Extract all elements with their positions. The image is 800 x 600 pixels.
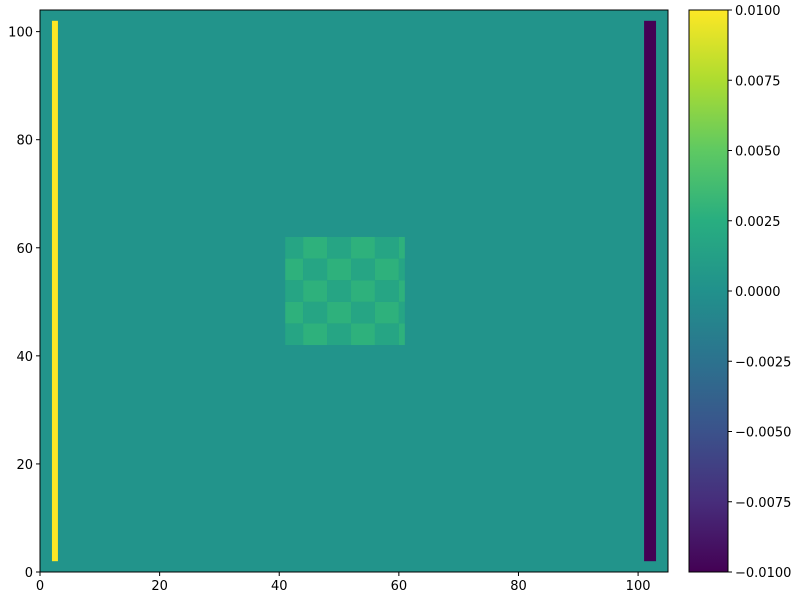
checker-cell <box>374 236 399 259</box>
plot-area: 0 20 40 60 80 100 0 20 40 60 80 100 <box>8 9 669 594</box>
colorbar-tick-label: 0.0050 <box>735 145 781 160</box>
colorbar-tick-label: −0.0075 <box>735 496 791 511</box>
x-tick-label: 20 <box>151 579 168 594</box>
checker-cell <box>398 323 405 346</box>
checker-cell <box>327 301 352 324</box>
right-bar <box>644 20 657 562</box>
heatmap-regions <box>51 20 657 562</box>
plot-frame <box>39 9 669 573</box>
y-axis: 0 20 40 60 80 100 <box>8 26 40 581</box>
colorbar-ticks: −0.0100 −0.0075 −0.0050 −0.0025 0.0000 0.0025… <box>728 4 791 581</box>
checker-cell <box>285 236 304 259</box>
x-axis: 0 20 40 60 80 100 <box>36 572 651 594</box>
y-tick-label: 80 <box>16 134 33 149</box>
colorbar: −0.0100 −0.0075 −0.0050 −0.0025 0.0000 0.0025… <box>688 4 791 581</box>
colorbar-tick-label: −0.0050 <box>735 426 791 441</box>
checker-cell <box>285 280 304 302</box>
y-tick-label: 20 <box>16 458 33 473</box>
checker-cell <box>374 323 399 346</box>
x-tick-label: 0 <box>36 579 44 594</box>
y-tick-label: 40 <box>16 350 33 365</box>
colorbar-tick-label: 0.0075 <box>735 74 781 89</box>
x-tick-label: 100 <box>626 579 651 594</box>
checker-cell <box>398 301 405 324</box>
checker-cell <box>374 258 399 281</box>
checker-cell <box>303 323 328 346</box>
checker-cell <box>374 280 399 302</box>
checker-cell <box>351 280 375 302</box>
checker-cell <box>398 236 405 259</box>
colorbar-tick-label: −0.0025 <box>735 355 791 370</box>
checker-cell <box>351 301 375 324</box>
colorbar-tick-label: 0.0100 <box>735 4 781 19</box>
checker-cell <box>398 258 405 281</box>
checker-cell <box>374 301 399 324</box>
colorbar-tick-label: −0.0100 <box>735 566 791 581</box>
colorbar-tick-label: 0.0025 <box>735 215 781 230</box>
colorbar-gradient <box>689 10 728 572</box>
checker-cell <box>327 280 352 302</box>
checker-cell <box>327 258 352 281</box>
checker-cell <box>398 280 405 302</box>
checker-cell <box>303 301 328 324</box>
checker-cell <box>285 301 304 324</box>
y-tick-label: 100 <box>8 26 33 41</box>
x-tick-label: 60 <box>391 579 408 594</box>
checker-cell <box>327 236 352 259</box>
y-tick-label: 0 <box>25 566 33 581</box>
checker-cell <box>327 323 352 346</box>
checker-cell <box>285 323 304 346</box>
checker-cell <box>303 236 328 259</box>
checker-cell <box>303 258 328 281</box>
checker-cell <box>351 258 375 281</box>
checker-cell <box>351 236 375 259</box>
checker-cell <box>351 323 375 346</box>
x-tick-label: 40 <box>271 579 288 594</box>
x-tick-label: 80 <box>510 579 527 594</box>
checker-cell <box>303 280 328 302</box>
checker-cell <box>285 258 304 281</box>
left-bar <box>51 20 58 562</box>
colorbar-tick-label: 0.0000 <box>735 285 781 300</box>
y-tick-label: 60 <box>16 242 33 257</box>
